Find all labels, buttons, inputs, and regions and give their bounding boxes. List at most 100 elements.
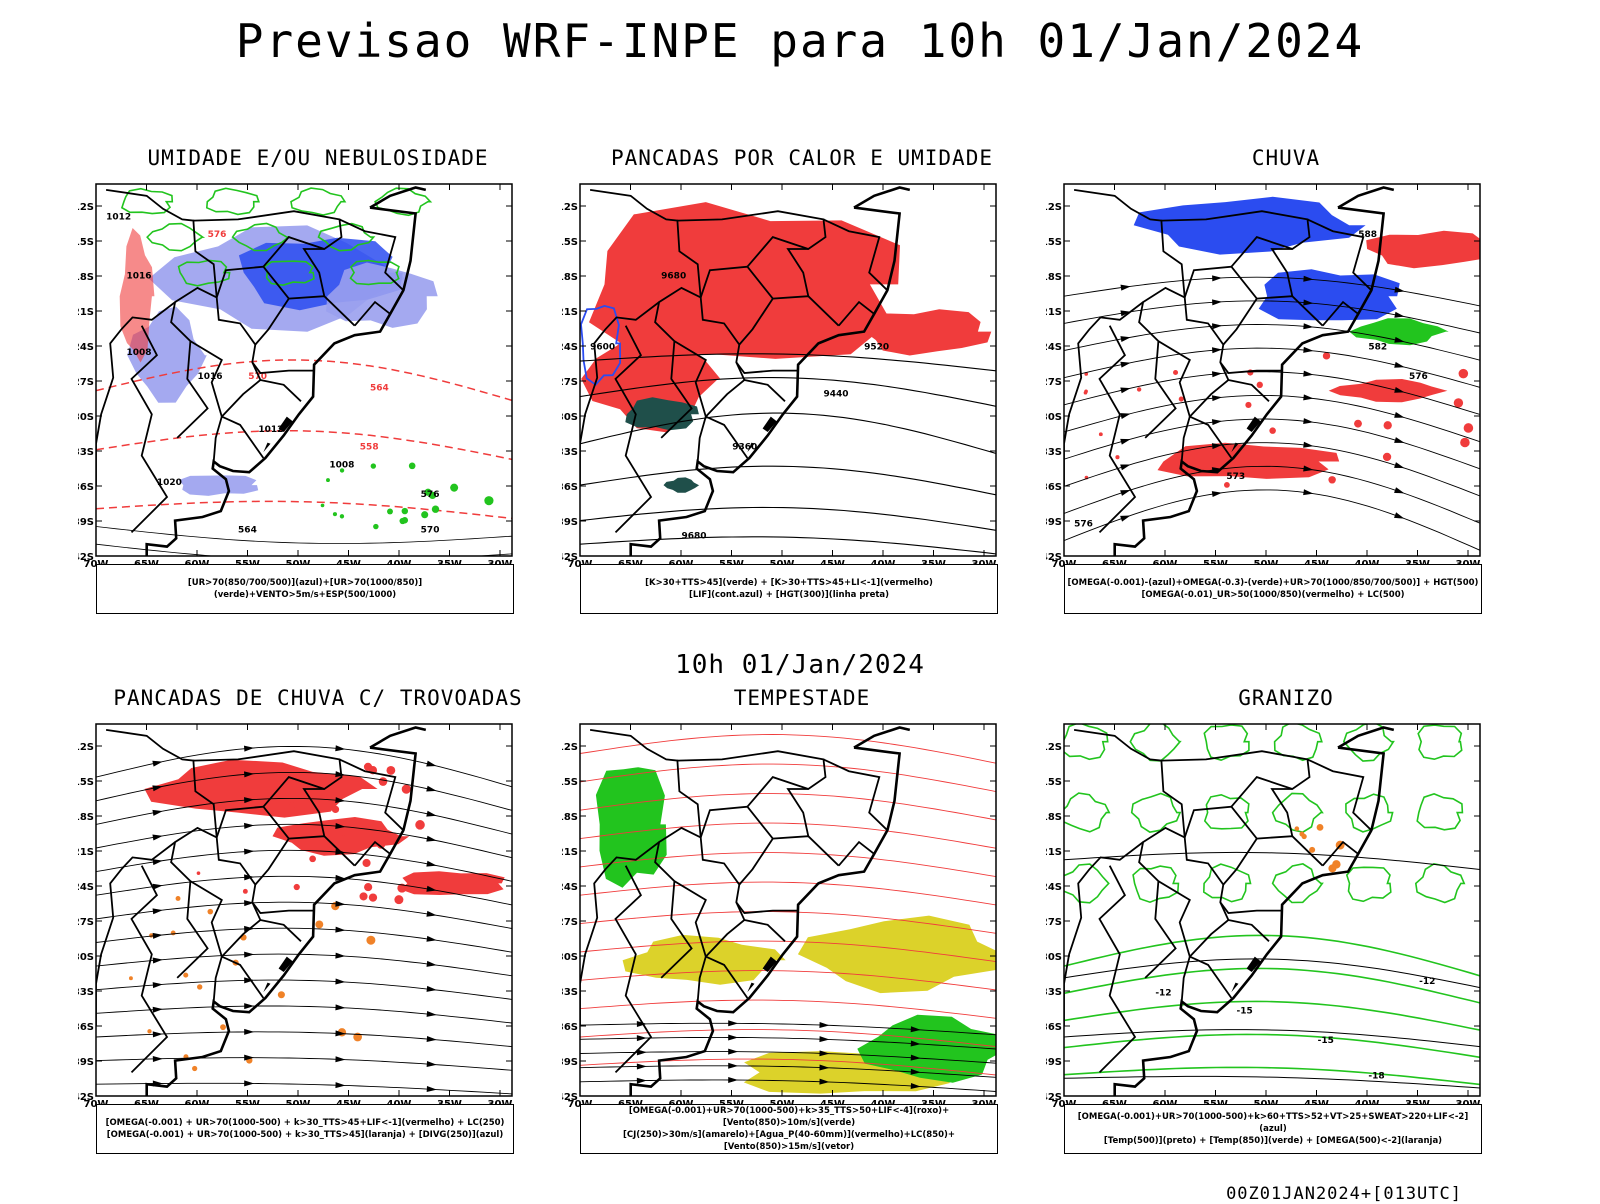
thickness-contour [96, 429, 512, 461]
hgt-contour [580, 377, 996, 407]
rain-cell [1173, 370, 1179, 376]
omega-cell [1332, 860, 1341, 869]
streamline-arrowhead [910, 1040, 921, 1047]
streamline-arrowhead [1211, 371, 1223, 378]
caption-line-1: [UR>70(850/700/500)](azul)+[UR>70(1000/8… [187, 578, 423, 600]
temp850-contour [1064, 792, 1111, 833]
streamline [96, 771, 512, 811]
streamline-arrowhead [819, 1064, 830, 1071]
lat-label: 30S [1046, 952, 1062, 963]
streamline-arrowhead [1120, 336, 1131, 342]
lat-label: 36S [562, 1022, 578, 1033]
lat-label: 12S [78, 202, 94, 213]
streamline-arrowhead [426, 935, 437, 942]
contour-label: 1012 [258, 425, 283, 435]
border-line [1098, 865, 1137, 1074]
border-line [654, 826, 746, 958]
wind-area [595, 767, 667, 888]
thunderstorm-cell [362, 858, 371, 868]
lat-label: 33S [1046, 447, 1062, 458]
panel-caption: [OMEGA(-0.001)-(azul)+OMEGA(-0.3)-(verde… [1064, 564, 1482, 614]
wind-area [857, 1014, 996, 1083]
lat-label: 36S [562, 482, 578, 493]
low-level-contour [580, 911, 996, 934]
wind-cluster [339, 514, 345, 519]
green-contour [349, 259, 400, 286]
border-line [735, 901, 798, 914]
map-chuva: 588 582 576 573 576 12S 15S 18S 21S 24S 27S 30S 33S 3… [1041, 176, 1486, 580]
streamline-arrowhead [426, 835, 437, 842]
streamline-arrowhead [152, 982, 163, 989]
streamline-arrowhead [152, 834, 163, 841]
border-line [786, 788, 810, 837]
panel-title: PANCADAS DE CHUVA C/ TROVOADAS [113, 686, 523, 710]
contour-label: -18 [1368, 1071, 1384, 1081]
lat-label: 42S [78, 552, 94, 563]
rain-cell [1084, 389, 1088, 394]
border-line [1073, 729, 1186, 838]
lat-label: 12S [78, 742, 94, 753]
border-line [1270, 248, 1294, 297]
border-line [193, 750, 343, 808]
panel-title: CHUVA [1251, 146, 1321, 170]
streamline-arrowhead [426, 1086, 437, 1093]
border-line [744, 919, 786, 942]
lat-label: 21S [78, 847, 94, 858]
border-line [130, 325, 169, 534]
streamline-arrowhead [244, 848, 255, 855]
border-line [170, 826, 262, 958]
lat-label: 30S [78, 412, 94, 423]
map-layer: -12 -12 -15 -18 -15 [1064, 724, 1480, 1096]
contour-label: 573 [1226, 472, 1245, 482]
wind-cluster [339, 468, 345, 473]
map-canvas: 1012 1016 1008 1020 1016 1012 1008 576 570 564 576… [73, 183, 513, 570]
map-canvas: 9680 9600 9520 9440 9360 9680 12S 15S 18S 21S 24S 2… [557, 183, 997, 570]
green-contour [231, 222, 291, 252]
border-line [838, 300, 875, 327]
border-line [1228, 919, 1270, 942]
rain-cell [1178, 396, 1184, 402]
streamline-arrowhead [1394, 361, 1405, 368]
streamline [96, 797, 512, 835]
border-line [1161, 210, 1311, 268]
border-line [823, 758, 889, 831]
rain-cell [1269, 427, 1276, 434]
border-line [589, 189, 702, 298]
lat-label: 36S [78, 482, 94, 493]
lat-label: 39S [1046, 517, 1062, 528]
map-layer [96, 726, 512, 1096]
lat-label: 30S [562, 952, 578, 963]
lagoon [1246, 416, 1261, 432]
streamline-arrowhead [426, 960, 437, 967]
low-level-contour [580, 1058, 996, 1076]
border-line [1064, 301, 1144, 489]
streamline-arrowhead [1394, 487, 1405, 494]
rain-cell [1382, 452, 1392, 462]
thunderstorm-cell [147, 1029, 152, 1034]
lat-label: 27S [562, 917, 578, 928]
border-line [251, 901, 314, 914]
border-line [614, 325, 653, 534]
hgt-contour [580, 536, 996, 555]
streamline-arrowhead [1120, 490, 1131, 496]
temp850-contour [1271, 863, 1324, 904]
temp500-contour [1064, 958, 1480, 989]
omega-cell [1294, 826, 1300, 831]
streamline-arrowhead [244, 1080, 255, 1087]
streamline-arrowhead [335, 1082, 346, 1089]
wind-cluster [320, 503, 325, 508]
streamline-arrowhead [819, 1050, 830, 1057]
wind-cluster [332, 512, 338, 517]
rain-cell [1453, 398, 1464, 408]
streamline-arrowhead [1120, 361, 1131, 368]
thunderstorm-cell [368, 893, 378, 902]
streamline-arrowhead [335, 874, 346, 881]
map-layer [580, 726, 996, 1096]
streamline-arrowhead [335, 797, 346, 804]
contour-label: 564 [238, 525, 257, 535]
wind-cluster [401, 517, 409, 524]
streamline [1064, 489, 1480, 551]
streamline-arrowhead [152, 1006, 163, 1013]
coastline [853, 186, 911, 209]
lat-label: 30S [562, 412, 578, 423]
